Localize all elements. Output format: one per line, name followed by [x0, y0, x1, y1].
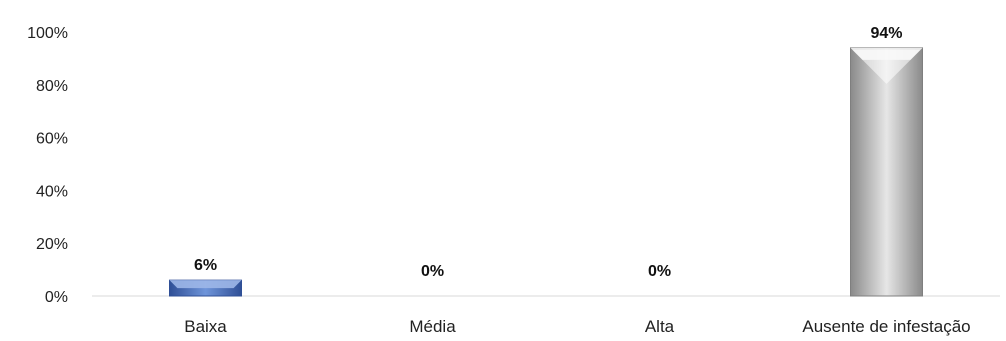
- y-tick-label: 100%: [27, 25, 68, 42]
- y-tick-label: 80%: [36, 78, 68, 95]
- category-label: Média: [409, 317, 456, 336]
- category-label: Baixa: [184, 317, 227, 336]
- y-tick-label: 60%: [36, 131, 68, 148]
- bar-bevel-shine: [852, 49, 921, 84]
- bar-bevel-top: [169, 280, 242, 289]
- data-label: 94%: [870, 25, 902, 42]
- y-axis-tick-labels: 0% 20% 40% 60% 80% 100%: [27, 25, 68, 306]
- data-label: 6%: [194, 257, 217, 274]
- y-tick-label: 0%: [45, 289, 68, 306]
- bar-ausente-de-infestação: [850, 47, 923, 297]
- data-label: 0%: [648, 263, 671, 280]
- category-label: Ausente de infestação: [802, 317, 970, 336]
- y-tick-label: 40%: [36, 183, 68, 200]
- data-labels: 6% 0% 0% 94%: [194, 25, 903, 280]
- bars: [169, 47, 923, 297]
- data-label: 0%: [421, 263, 444, 280]
- bar-body: [850, 47, 923, 297]
- bar-baixa: [169, 279, 242, 297]
- category-label: Alta: [645, 317, 675, 336]
- category-labels: Baixa Média Alta Ausente de infestação: [184, 317, 970, 336]
- y-tick-label: 20%: [36, 236, 68, 253]
